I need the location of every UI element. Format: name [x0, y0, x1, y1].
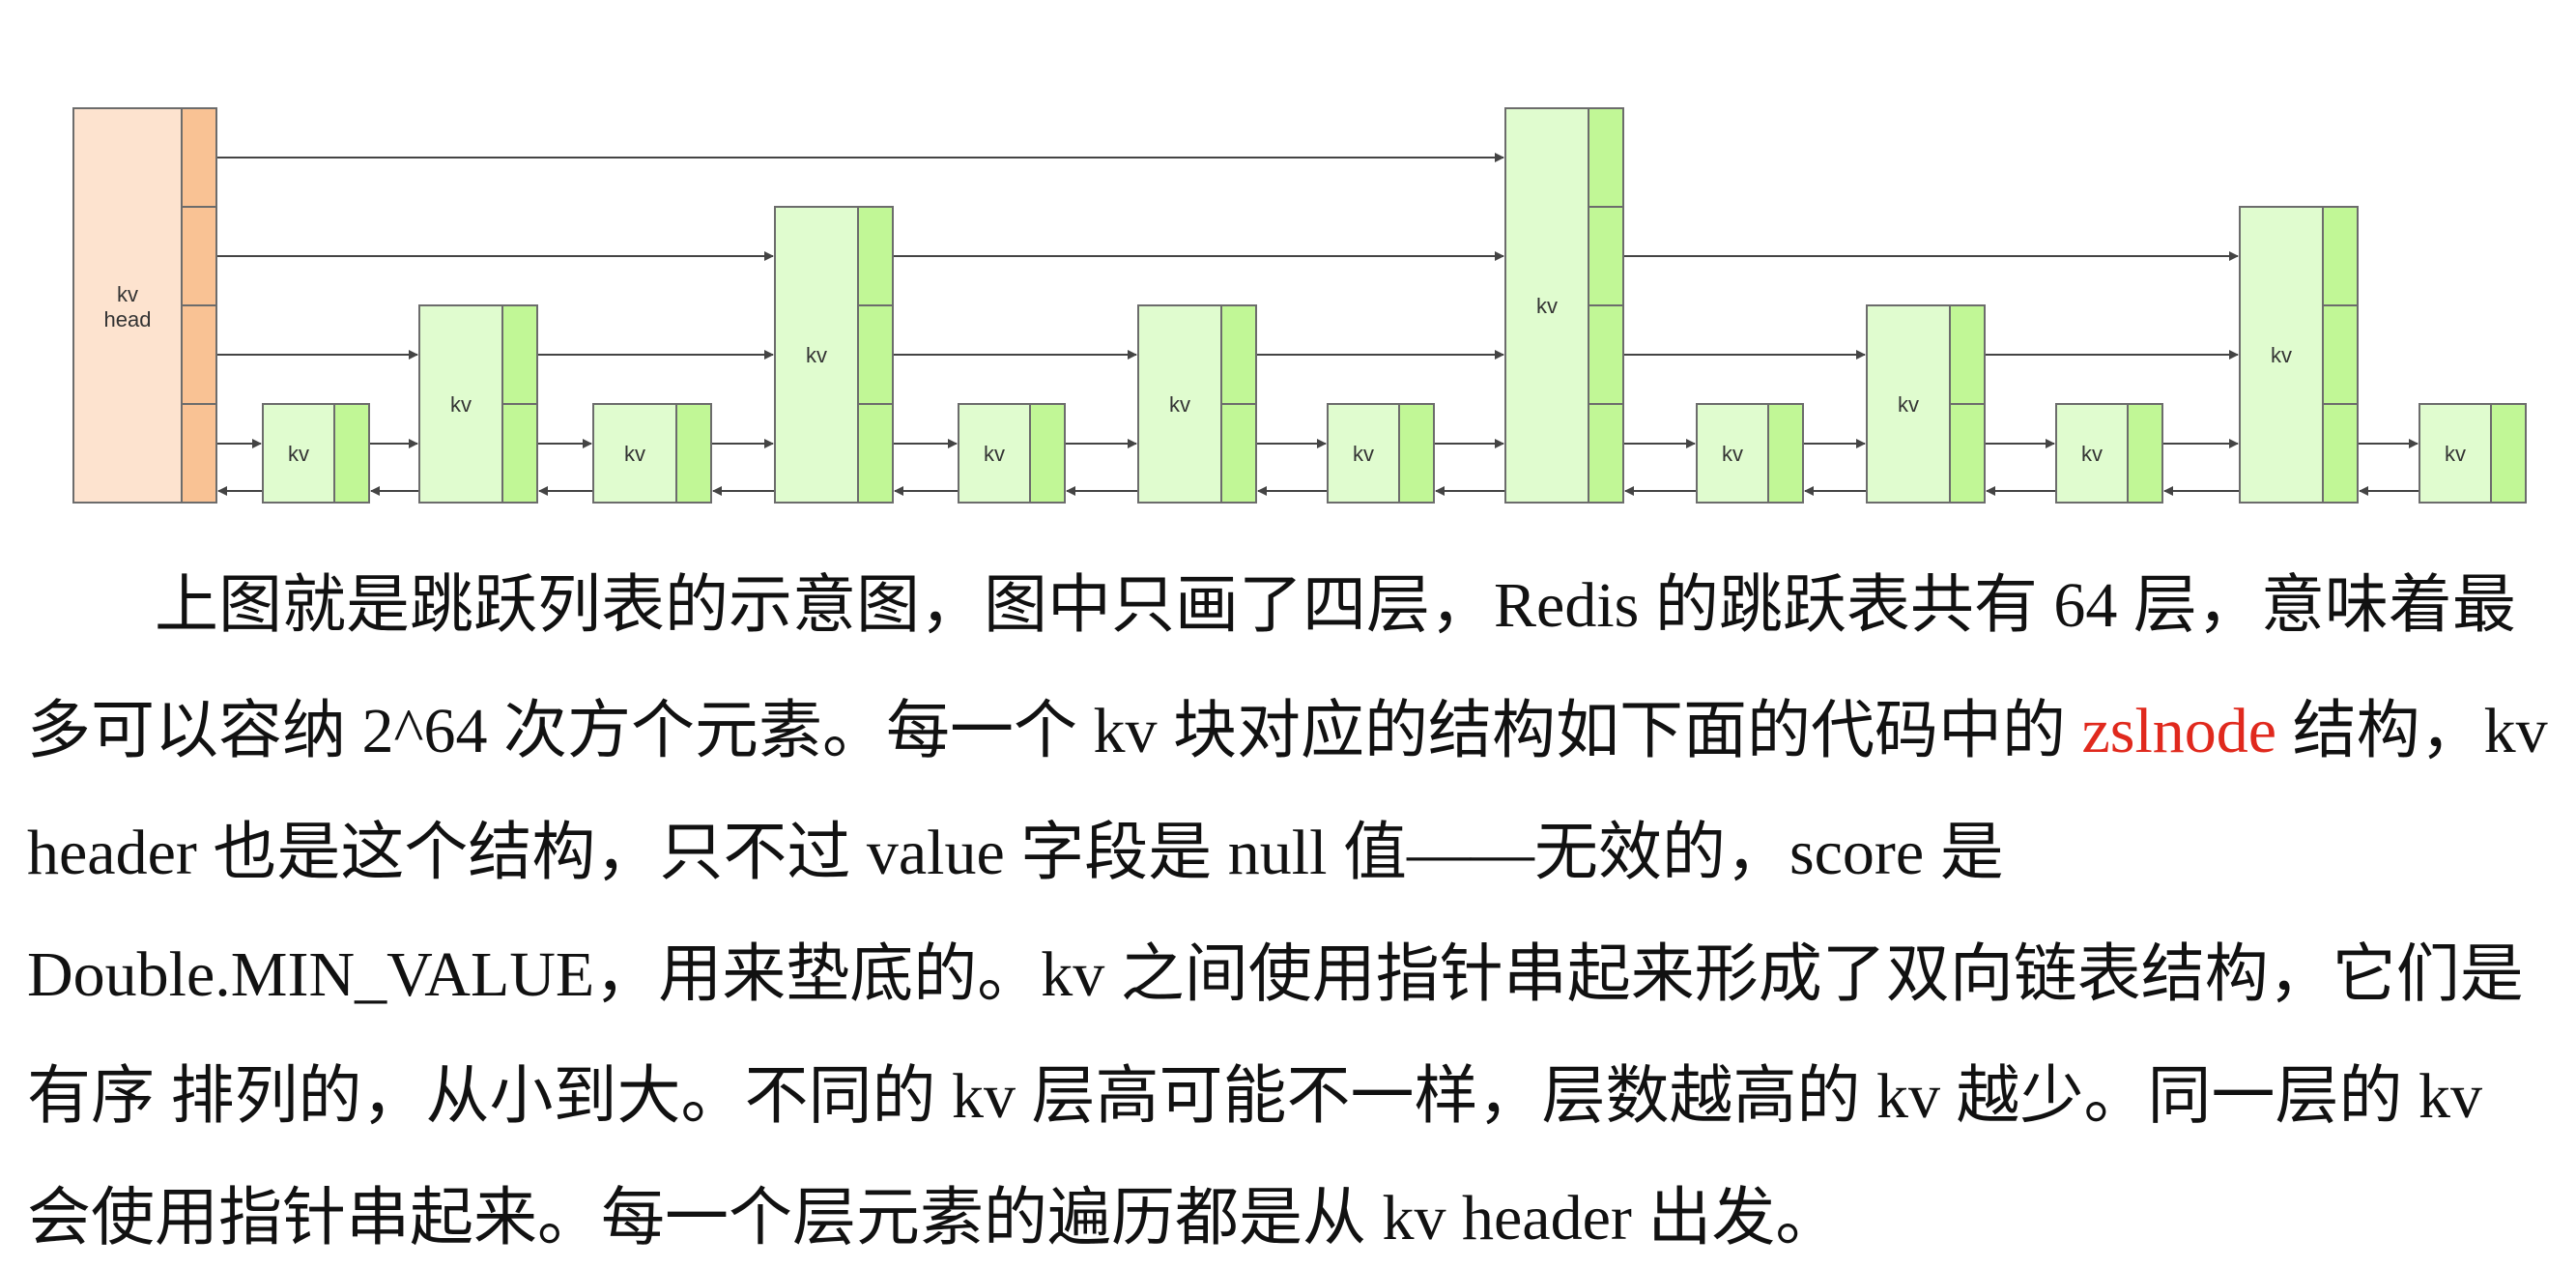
skip-list-node: kv	[1137, 304, 1257, 504]
skip-list-node: kv	[774, 206, 894, 504]
skip-list-node: kv	[592, 403, 712, 504]
level-pointer-cell	[1767, 403, 1804, 504]
level-pointer-cell	[2322, 206, 2359, 306]
skip-list-node: kv	[1327, 403, 1435, 504]
level-pointer-cell	[181, 403, 217, 504]
paragraph-line-2-start: 多可以容纳 2^64 次方个元素。每一个 kv 块对应的结构如下面的代码中的	[27, 696, 2082, 766]
skip-list-node: kv	[958, 403, 1066, 504]
level-pointer-cell	[675, 403, 712, 504]
level-pointer-cell	[1029, 403, 1066, 504]
level-pointer-cell	[501, 304, 538, 405]
node-body	[2055, 403, 2129, 504]
head-node-label: kv	[117, 282, 138, 306]
node-body	[774, 206, 859, 504]
level-pointer-cell	[1588, 403, 1624, 504]
node-label: kv	[450, 392, 472, 417]
node-body	[418, 304, 503, 504]
skip-list-node: kv	[2239, 206, 2359, 504]
paragraph-line-4: Double.MIN_VALUE，用来垫底的。kv 之间使用指针串起来形成了双向…	[27, 939, 2524, 1010]
node-label: kv	[1722, 442, 1743, 466]
node-body	[1504, 107, 1589, 504]
skip-list-node: kv	[418, 304, 538, 504]
paragraph-line-5: 有序 排列的，从小到大。不同的 kv 层高可能不一样，层数越高的 kv 越少。同…	[27, 1061, 2482, 1132]
level-pointer-cell	[2490, 403, 2527, 504]
node-label: kv	[2445, 442, 2466, 466]
level-pointer-cell	[501, 403, 538, 504]
node-body	[1696, 403, 1769, 504]
level-pointer-cell	[1949, 403, 1986, 504]
skip-list-node: kv	[1866, 304, 1986, 504]
node-body	[1866, 304, 1951, 504]
node-label: kv	[288, 442, 309, 466]
node-body	[958, 403, 1031, 504]
level-pointer-cell	[181, 206, 217, 306]
node-label: kv	[624, 442, 645, 466]
level-pointer-cell	[857, 304, 894, 405]
node-body	[1137, 304, 1222, 504]
level-pointer-cell	[1588, 107, 1624, 208]
zslnode-highlight: zslnode	[2081, 696, 2277, 766]
level-pointer-cell	[2322, 304, 2359, 405]
node-label: kv	[1353, 442, 1374, 466]
paragraph-line-2-end: 结构，kv	[2276, 696, 2548, 766]
level-pointer-cell	[1398, 403, 1435, 504]
skip-list-node: kv	[262, 403, 370, 504]
level-pointer-cell	[1220, 304, 1257, 405]
node-label: kv	[2271, 343, 2292, 367]
level-pointer-cell	[857, 206, 894, 306]
level-pointer-cell	[333, 403, 370, 504]
level-pointer-cell	[1588, 304, 1624, 405]
skip-list-node: kv	[2419, 403, 2527, 504]
node-label: kv	[1898, 392, 1919, 417]
head-node-label: head	[104, 307, 152, 331]
node-body	[72, 107, 183, 504]
paragraph-line-6: 会使用指针串起来。每一个层元素的遍历都是从 kv header 出发。	[27, 1183, 1840, 1254]
skip-list-node: kv	[1504, 107, 1624, 504]
level-pointer-cell	[181, 304, 217, 405]
level-pointer-cell	[1949, 304, 1986, 405]
node-label: kv	[806, 343, 827, 367]
level-pointer-cell	[2127, 403, 2163, 504]
node-label: kv	[2081, 442, 2103, 466]
skip-list-node: kv	[2055, 403, 2163, 504]
pointer-arrows	[216, 153, 2419, 496]
skip-list-node: kv	[1696, 403, 1804, 504]
level-pointer-cell	[2322, 403, 2359, 504]
node-label: kv	[1536, 294, 1558, 318]
node-body	[262, 403, 335, 504]
node-body	[592, 403, 677, 504]
level-pointer-cell	[1588, 206, 1624, 306]
node-body	[1327, 403, 1400, 504]
paragraph-line-3: header 也是这个结构，只不过 value 字段是 null 值——无效的，…	[27, 818, 2004, 888]
level-pointer-cell	[1220, 403, 1257, 504]
node-label: kv	[1169, 392, 1190, 417]
level-pointer-cell	[857, 403, 894, 504]
paragraph-line-2: 多可以容纳 2^64 次方个元素。每一个 kv 块对应的结构如下面的代码中的 z…	[27, 700, 2548, 764]
node-body	[2419, 403, 2492, 504]
level-pointer-cell	[181, 107, 217, 208]
node-label: kv	[984, 442, 1005, 466]
paragraph-line-1: 上图就是跳跃列表的示意图，图中只画了四层，Redis 的跳跃表共有 64 层，意…	[155, 570, 2516, 641]
